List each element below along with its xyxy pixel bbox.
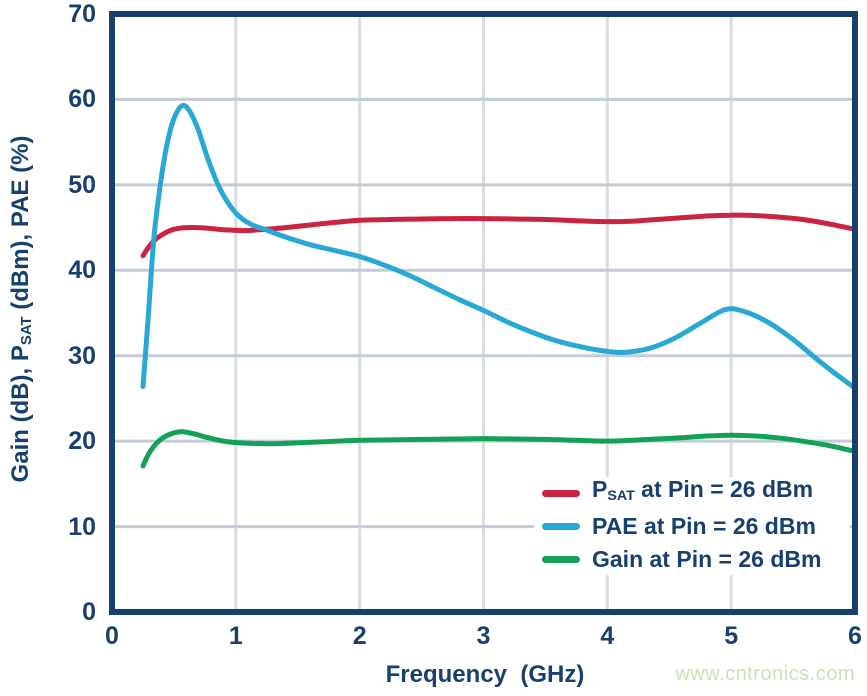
legend-label-0: PSAT at Pin = 26 dBm	[592, 474, 813, 511]
legend-label-text: at Pin = 26 dBm	[634, 476, 814, 503]
watermark: www.cntronics.com	[675, 663, 855, 685]
y-tick-label: 10	[68, 512, 96, 541]
x-tick-label: 1	[228, 622, 243, 650]
x-tick-label: 6	[848, 622, 862, 650]
y-tick-label: 20	[68, 427, 96, 456]
legend-label-subscript: SAT	[607, 488, 635, 505]
y-axis-title: Gain (dB), PSAT (dBm), PAE (%)	[7, 136, 35, 483]
legend-label-2: Gain at Pin = 26 dBm	[592, 544, 821, 574]
legend-item-0: PSAT at Pin = 26 dBm	[534, 476, 850, 508]
y-tick-label: 60	[68, 85, 96, 114]
x-axis-title: Frequency (GHz)	[385, 661, 585, 688]
series-lines	[140, 102, 858, 469]
x-tick-label: 0	[105, 622, 119, 650]
x-tick-label: 3	[476, 622, 491, 650]
y-tick-label: 40	[68, 256, 96, 285]
y-tick-label: 70	[68, 0, 96, 28]
y-axis-title-text: Gain (dB), P	[6, 345, 34, 483]
y-tick-label: 0	[82, 598, 96, 626]
x-tick-label: 4	[600, 622, 615, 650]
x-tick-label: 2	[352, 622, 367, 650]
y-axis-title-subscript: SAT	[19, 316, 36, 346]
series-line-0	[140, 212, 858, 259]
legend-label-text: PAE	[592, 513, 638, 539]
legend-label-text: P	[592, 476, 608, 503]
legend-swatch-2	[542, 555, 580, 563]
legend-item-1: PAE at Pin = 26 dBm	[534, 511, 850, 541]
legend: PSAT at Pin = 26 dBm PAE at Pin = 26 dBm G…	[534, 476, 850, 575]
x-tick-label: 5	[724, 622, 739, 650]
legend-label-text: Gain	[592, 546, 644, 572]
legend-swatch-1	[542, 522, 580, 530]
y-tick-label: 30	[68, 341, 96, 370]
legend-label-text: at Pin = 26 dBm	[637, 513, 816, 539]
plot-border	[109, 11, 858, 615]
legend-label-1: PAE at Pin = 26 dBm	[592, 511, 816, 541]
legend-item-2: Gain at Pin = 26 dBm	[534, 544, 850, 574]
series-line-1	[140, 102, 858, 391]
series-line-2	[140, 429, 858, 469]
y-axis-title-text: (dBm), PAE (%)	[6, 135, 34, 317]
legend-swatch-0	[542, 489, 580, 497]
y-tick-label: 50	[68, 170, 96, 199]
legend-label-text: at Pin = 26 dBm	[643, 546, 822, 572]
